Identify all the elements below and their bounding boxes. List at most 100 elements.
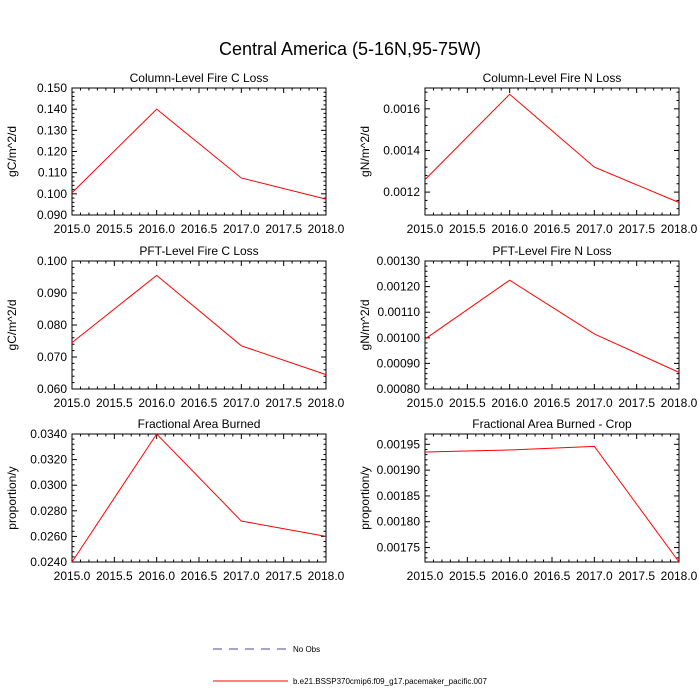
chart-title: Column-Level Fire N Loss <box>483 71 622 85</box>
x-tick-label: 2016.0 <box>491 569 528 583</box>
data-point <box>326 374 327 375</box>
x-tick-label: 2017.5 <box>265 396 302 410</box>
x-tick-label: 2016.5 <box>534 222 571 236</box>
x-tick-label: 2018.0 <box>308 396 345 410</box>
data-point <box>156 434 157 435</box>
x-tick-label: 2017.0 <box>576 222 613 236</box>
y-axis-label: gC/m^2/d <box>5 300 19 351</box>
x-tick-label: 2015.0 <box>54 396 91 410</box>
y-tick-label: 0.0014 <box>383 143 420 157</box>
series-line <box>71 108 327 200</box>
y-tick-label: 0.090 <box>37 286 67 300</box>
x-tick-label: 2015.0 <box>54 222 91 236</box>
y-tick-label: 0.00180 <box>377 515 421 529</box>
x-tick-label: 2017.5 <box>618 222 655 236</box>
x-tick-label: 2018.0 <box>661 569 698 583</box>
y-tick-label: 0.00080 <box>377 382 421 396</box>
data-point <box>425 339 426 340</box>
y-axis-label: gN/m^2/d <box>358 126 372 177</box>
x-tick-label: 2015.0 <box>407 396 444 410</box>
data-point <box>425 452 426 453</box>
y-tick-label: 0.0012 <box>383 185 420 199</box>
y-tick-label: 0.0260 <box>30 529 67 543</box>
x-tick-label: 2015.5 <box>449 396 486 410</box>
x-tick-label: 2016.0 <box>491 396 528 410</box>
data-point <box>509 450 510 451</box>
x-tick-label: 2016.5 <box>534 396 571 410</box>
chart-panel-5: Fractional Area Burned proportion/y 2015.0… <box>5 417 345 583</box>
chart-panel-2: Column-Level Fire N Loss gN/m^2/d 2015.0 20… <box>358 71 698 236</box>
y-tick-label: 0.00090 <box>377 356 421 370</box>
data-point <box>679 562 680 563</box>
plot-frame <box>424 87 680 216</box>
data-point <box>594 167 595 168</box>
x-tick-label: 2017.0 <box>576 396 613 410</box>
data-point <box>241 345 242 346</box>
y-tick-label: 0.0340 <box>30 427 67 441</box>
x-tick-label: 2015.0 <box>407 569 444 583</box>
x-tick-label: 2017.5 <box>265 222 302 236</box>
x-tick-label: 2015.0 <box>407 222 444 236</box>
x-tick-label: 2016.0 <box>138 222 175 236</box>
y-tick-label: 0.00100 <box>377 331 421 345</box>
x-tick-label: 2015.0 <box>54 569 91 583</box>
x-tick-label: 2018.0 <box>661 396 698 410</box>
chart-title: Fractional Area Burned <box>138 417 261 431</box>
y-tick-label: 0.00175 <box>377 541 421 555</box>
y-tick-label: 0.110 <box>38 166 67 180</box>
x-tick-label: 2017.5 <box>265 569 302 583</box>
y-tick-label: 0.070 <box>37 350 67 364</box>
x-tick-label: 2017.0 <box>223 222 260 236</box>
chart-title: PFT-Level Fire C Loss <box>139 244 258 258</box>
x-tick-label: 2015.5 <box>449 222 486 236</box>
y-tick-label: 0.150 <box>37 81 67 95</box>
series-line <box>71 433 327 563</box>
y-tick-label: 0.00190 <box>377 463 421 477</box>
x-tick-label: 2015.5 <box>96 569 133 583</box>
y-tick-label: 0.120 <box>37 145 67 159</box>
series-line <box>71 274 327 376</box>
x-tick-label: 2018.0 <box>308 222 345 236</box>
y-tick-label: 0.00185 <box>377 489 421 503</box>
y-tick-label: 0.00110 <box>378 305 421 319</box>
data-point <box>72 192 73 193</box>
legend: No Obs b.e21.BSSP370cmip6.f09_g17.pacema… <box>213 645 487 686</box>
x-tick-label: 2016.0 <box>138 396 175 410</box>
y-tick-label: 0.060 <box>37 382 67 396</box>
plot-frame <box>424 260 680 390</box>
data-point <box>326 536 327 537</box>
x-tick-label: 2015.5 <box>449 569 486 583</box>
data-point <box>509 280 510 281</box>
data-point <box>679 202 680 203</box>
y-axis-label: proportion/y <box>5 466 19 529</box>
data-point <box>326 199 327 200</box>
chart-title: Fractional Area Burned - Crop <box>472 417 632 431</box>
data-point <box>156 109 157 110</box>
chart-panel-1: Column-Level Fire C Loss gC/m^2/d 2015.0 20… <box>5 71 345 236</box>
x-tick-label: 2016.5 <box>181 396 218 410</box>
x-tick-label: 2016.5 <box>181 222 218 236</box>
x-tick-label: 2017.5 <box>618 396 655 410</box>
y-tick-label: 0.00120 <box>377 280 421 294</box>
chart-title: Column-Level Fire C Loss <box>130 71 269 85</box>
y-tick-label: 0.130 <box>37 123 67 137</box>
y-axis-label: proportion/y <box>358 466 372 529</box>
legend-label-model: b.e21.BSSP370cmip6.f09_g17.pacemaker_pac… <box>293 677 487 686</box>
data-point <box>509 94 510 95</box>
data-point <box>156 275 157 276</box>
y-tick-label: 0.0320 <box>30 453 67 467</box>
y-tick-label: 0.0300 <box>30 478 67 492</box>
series-line <box>424 93 680 203</box>
x-tick-label: 2018.0 <box>661 222 698 236</box>
chart-panel-3: PFT-Level Fire C Loss gC/m^2/d 2015.0 2015.… <box>5 244 345 410</box>
x-tick-label: 2016.5 <box>181 569 218 583</box>
data-point <box>241 177 242 178</box>
x-tick-label: 2016.0 <box>491 222 528 236</box>
y-tick-label: 0.0016 <box>383 102 420 116</box>
y-axis-label: gC/m^2/d <box>5 126 19 177</box>
x-tick-label: 2016.0 <box>138 569 175 583</box>
x-tick-label: 2015.5 <box>96 222 133 236</box>
data-point <box>72 342 73 343</box>
x-tick-label: 2017.5 <box>618 569 655 583</box>
